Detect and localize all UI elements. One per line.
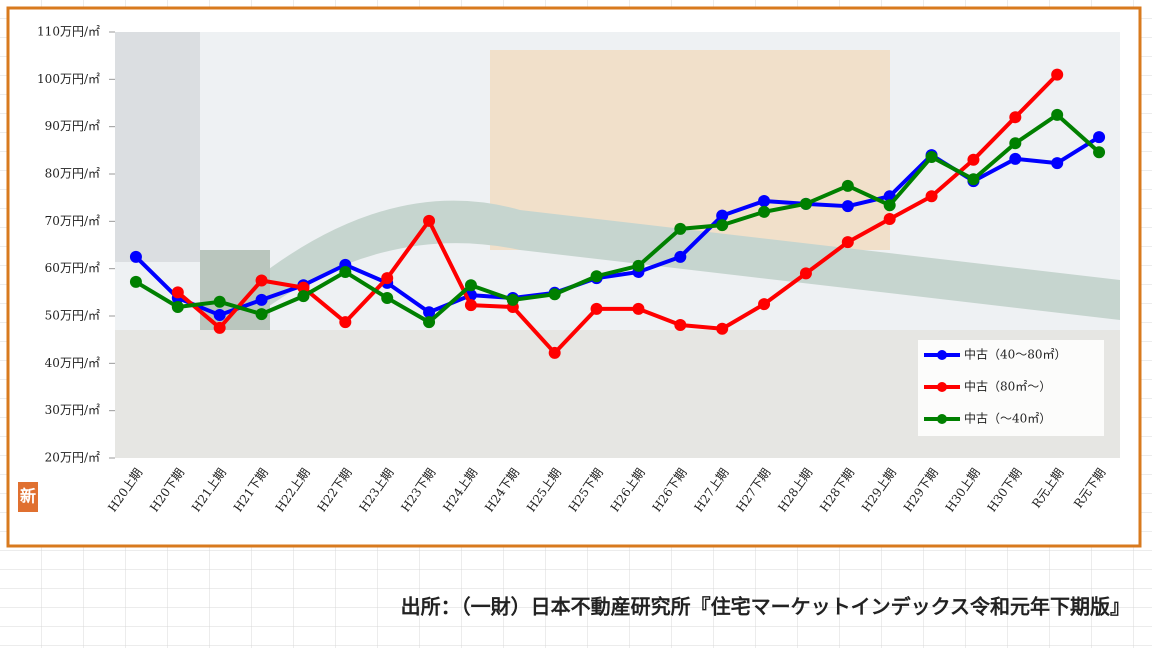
data-point [1051,157,1064,170]
series-line [176,73,1059,355]
y-tick-label: 40万円/㎡ [45,356,100,370]
data-point [464,299,477,312]
data-point [967,173,980,186]
data-point [464,279,477,292]
legend-marker [937,382,947,392]
data-point [758,298,771,311]
series-line [134,112,1101,325]
data-point [381,272,394,285]
data-point [841,236,854,249]
data-point [213,321,226,334]
data-point [632,259,645,272]
source-note: 出所：（一財）日本不動産研究所『住宅マーケットインデックス令和元年下期版』 [401,595,1130,619]
data-point [171,286,184,299]
data-point [883,199,896,212]
data-point [674,222,687,235]
data-point [255,308,268,321]
y-tick-label: 50万円/㎡ [45,309,100,323]
legend-label: 中古（～40㎡） [964,411,1051,426]
data-point [674,250,687,263]
chart-frame [6,6,1142,548]
data-point [967,153,980,166]
data-point [423,316,436,329]
data-point [632,302,645,315]
data-point [339,316,352,329]
data-point [716,322,729,335]
data-point [1009,111,1022,124]
data-point [716,219,729,232]
data-point [381,292,394,305]
data-point [506,293,519,306]
data-point [799,197,812,210]
legend-marker [937,350,947,360]
data-point [758,205,771,218]
data-point [1093,146,1106,159]
y-tick-label: 110万円/㎡ [37,25,100,39]
data-point [297,281,310,294]
data-point [1009,152,1022,165]
data-point [799,267,812,280]
data-point [1009,137,1022,150]
badge-box [18,482,38,512]
legend-marker [937,414,947,424]
data-point [1093,131,1106,144]
legend-label: 中古（80㎡～） [964,379,1051,394]
y-tick-label: 60万円/㎡ [45,261,100,275]
legend-label: 中古（40～80㎡） [964,347,1067,362]
data-point [1051,108,1064,121]
y-tick-label: 20万円/㎡ [45,451,100,465]
y-tick-label: 70万円/㎡ [45,214,100,228]
data-point [297,290,310,303]
data-point [213,295,226,308]
data-point [883,212,896,225]
data-point [255,274,268,287]
data-point [674,318,687,331]
data-point [716,209,729,222]
data-point [423,306,436,319]
y-tick-label: 90万円/㎡ [45,119,100,133]
data-point [129,250,142,263]
data-point [339,265,352,278]
data-point [590,302,603,315]
data-point [255,293,268,306]
data-point [925,190,938,203]
badge: 新 [20,487,36,506]
data-point [213,309,226,322]
data-point [590,270,603,283]
data-point [758,194,771,207]
y-tick-label: 30万円/㎡ [45,403,100,417]
data-point [1051,68,1064,81]
data-point [423,214,436,227]
data-point [171,301,184,314]
data-point [841,179,854,192]
data-point [841,200,854,213]
y-tick-label: 80万円/㎡ [45,167,100,181]
data-point [548,288,561,301]
y-tick-label: 100万円/㎡ [37,72,100,86]
data-point [925,150,938,163]
data-point [548,346,561,359]
data-point [129,275,142,288]
